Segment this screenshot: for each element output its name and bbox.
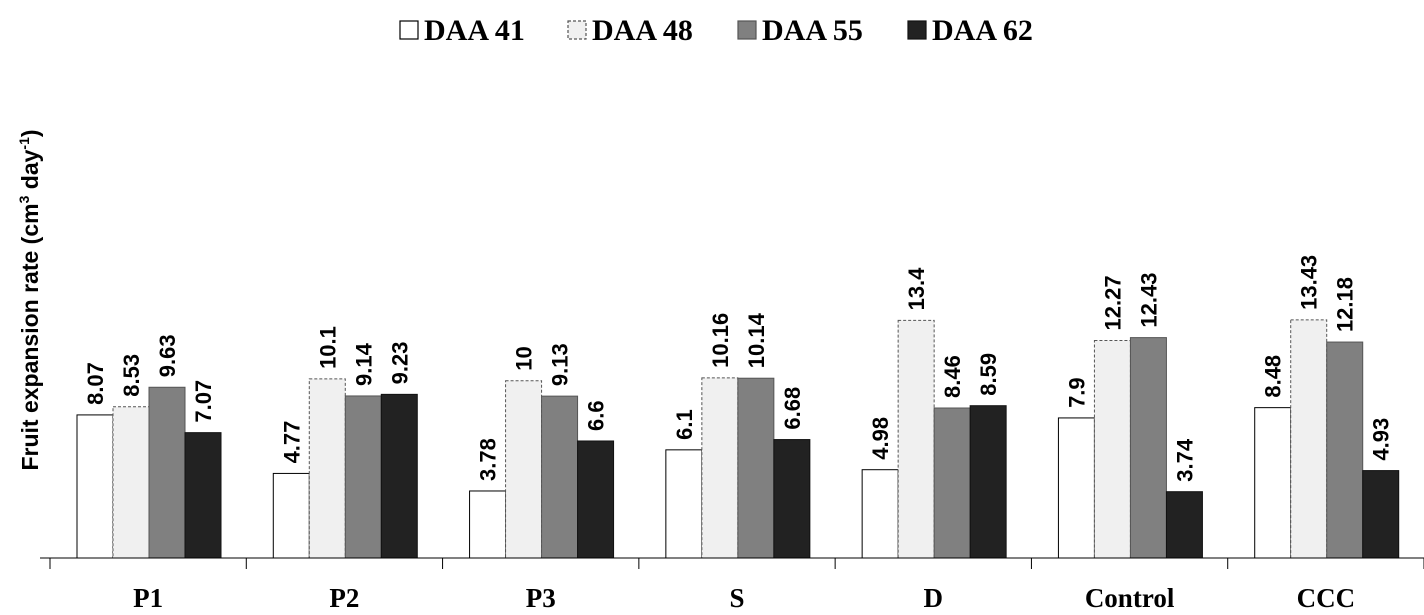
data-label-p1-s1: 8.07	[83, 362, 108, 405]
data-label-p1-s3: 9.63	[155, 334, 180, 377]
bar-d-s4	[969, 405, 1007, 559]
y-axis-title-main: Fruit expansion rate (cm	[17, 203, 43, 470]
bar-p2-s3	[344, 395, 382, 559]
y-axis-title-end: )	[17, 129, 43, 137]
bar-p1-s1	[76, 414, 114, 559]
data-label-control-s3: 12.43	[1136, 273, 1161, 328]
data-label-control-s4: 3.74	[1172, 438, 1197, 482]
bar-p1-s4	[184, 432, 222, 559]
y-axis-title-sup1: 3	[16, 195, 32, 203]
bar-p3-s3	[541, 395, 579, 559]
data-labels: 8.07 8.53 9.63 7.07 4.77 10.1 9.14 9.23 3.78 10 9.…	[83, 255, 1394, 482]
data-label-d-s2: 13.4	[904, 267, 929, 311]
data-label-d-s3: 8.46	[940, 355, 965, 398]
data-label-s-s1: 6.1	[672, 409, 697, 440]
legend: DAA 41 DAA 48 DAA 55 DAA 62	[399, 14, 1033, 47]
bar-p2-s2	[308, 378, 346, 559]
category-label-s: S	[729, 583, 744, 613]
data-label-d-s4: 8.59	[976, 353, 1001, 396]
category-label-control: Control	[1085, 583, 1175, 613]
category-label-d: D	[924, 583, 944, 613]
category-label-p2: P2	[329, 583, 359, 613]
bar-p2-s4	[380, 393, 418, 559]
bar-ccc-s3	[1326, 341, 1364, 559]
bar-control-s2	[1093, 339, 1131, 559]
legend-swatch-1	[399, 20, 419, 40]
bar-p3-s1	[469, 490, 507, 559]
data-label-s-s3: 10.14	[744, 312, 769, 368]
bar-ccc-s4	[1362, 470, 1400, 559]
data-label-s-s4: 6.68	[780, 387, 805, 430]
bars	[76, 319, 1400, 559]
bar-s-s4	[773, 439, 811, 559]
legend-label-1: DAA 41	[424, 14, 525, 47]
legend-swatch-4	[907, 20, 927, 40]
legend-swatch-2	[567, 20, 587, 40]
data-label-ccc-s1: 8.48	[1261, 355, 1286, 398]
bar-control-s4	[1165, 491, 1203, 559]
data-label-ccc-s2: 13.43	[1297, 255, 1322, 310]
y-axis-title-sup2: -1	[16, 137, 32, 150]
bar-control-s3	[1129, 337, 1167, 559]
x-axis: P1 P2 P3 S D Control CCC	[40, 557, 1424, 613]
bar-p1-s3	[148, 386, 186, 559]
data-label-d-s1: 4.98	[868, 417, 893, 460]
data-label-control-s2: 12.27	[1100, 275, 1125, 330]
bar-d-s2	[897, 319, 935, 559]
data-label-p2-s1: 4.77	[279, 421, 304, 464]
bar-p3-s4	[577, 440, 615, 559]
bar-d-s3	[933, 407, 971, 559]
legend-swatch-3	[737, 20, 757, 40]
data-label-p2-s3: 9.14	[351, 342, 376, 386]
legend-label-3: DAA 55	[762, 14, 863, 47]
data-label-ccc-s4: 4.93	[1369, 418, 1394, 461]
data-label-ccc-s3: 12.18	[1333, 277, 1358, 332]
data-label-p3-s3: 9.13	[548, 343, 573, 386]
bar-s-s1	[665, 449, 703, 559]
data-label-p3-s4: 6.6	[584, 400, 609, 431]
bar-p3-s2	[505, 380, 543, 559]
bar-ccc-s1	[1254, 407, 1292, 559]
bar-s-s2	[701, 377, 739, 559]
category-label-p1: P1	[133, 583, 163, 613]
data-label-p2-s4: 9.23	[387, 342, 412, 385]
bar-p1-s2	[112, 406, 150, 559]
data-label-p1-s4: 7.07	[191, 380, 216, 423]
bar-d-s1	[861, 469, 899, 559]
category-label-p3: P3	[526, 583, 556, 613]
category-label-ccc: CCC	[1297, 583, 1356, 613]
legend-label-2: DAA 48	[592, 14, 693, 47]
data-label-p1-s2: 8.53	[119, 354, 144, 397]
data-label-control-s1: 7.9	[1064, 377, 1089, 408]
data-label-s-s2: 10.16	[708, 313, 733, 368]
data-label-p2-s2: 10.1	[315, 326, 340, 369]
y-axis-title-mid: day	[17, 149, 43, 195]
bar-ccc-s2	[1290, 319, 1328, 559]
bar-s-s3	[737, 377, 775, 559]
legend-label-4: DAA 62	[932, 14, 1033, 47]
data-label-p3-s2: 10	[512, 346, 537, 370]
bar-control-s1	[1057, 417, 1095, 559]
y-axis-title: Fruit expansion rate (cm3 day-1)	[16, 129, 43, 470]
bar-p2-s1	[272, 472, 310, 559]
data-label-p3-s1: 3.78	[476, 438, 501, 481]
